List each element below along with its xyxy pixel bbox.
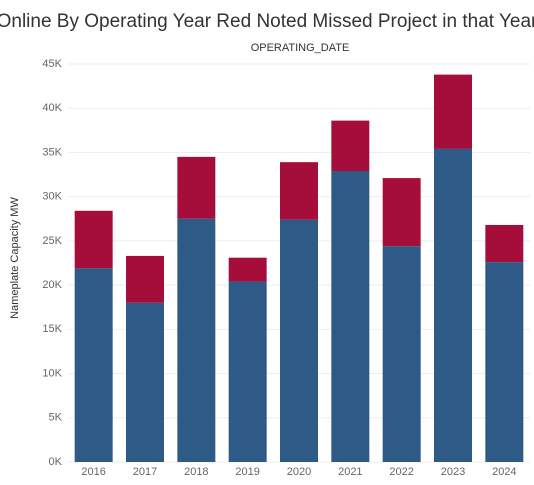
y-tick-label: 15K bbox=[42, 323, 62, 335]
x-tick-label: 2018 bbox=[184, 466, 208, 478]
y-axis-title: Nameplate Capacity MW bbox=[9, 197, 21, 319]
bar-segment bbox=[382, 178, 421, 247]
bar-segment bbox=[331, 120, 370, 172]
bar-segment bbox=[331, 171, 370, 463]
y-tick-label: 25K bbox=[42, 235, 62, 247]
bar-segment bbox=[228, 281, 267, 462]
bar-segment bbox=[434, 148, 472, 462]
x-tick-label: 2024 bbox=[492, 466, 516, 478]
chart-title: Online By Operating Year Red Noted Misse… bbox=[0, 11, 534, 32]
x-axis-title: OPERATING_DATE bbox=[251, 42, 350, 54]
bar-segment bbox=[485, 262, 524, 462]
x-tick-label: 2017 bbox=[133, 466, 157, 478]
bar-segment bbox=[74, 210, 113, 269]
y-tick-label: 10K bbox=[42, 367, 62, 379]
y-tick-label: 40K bbox=[42, 102, 62, 114]
bar-segment bbox=[485, 224, 524, 263]
y-tick-label: 35K bbox=[42, 146, 62, 158]
bar-segment bbox=[126, 302, 164, 462]
bar-segment bbox=[126, 255, 164, 303]
bar-segment bbox=[434, 74, 472, 149]
y-tick-label: 30K bbox=[42, 191, 62, 203]
y-tick-label: 20K bbox=[42, 279, 62, 291]
bar-segment bbox=[177, 218, 216, 462]
x-tick-label: 2019 bbox=[235, 466, 259, 478]
x-tick-label: 2020 bbox=[287, 466, 311, 478]
bar-segment bbox=[382, 246, 421, 462]
x-tick-label: 2021 bbox=[338, 466, 362, 478]
y-tick-label: 0K bbox=[49, 456, 63, 468]
x-tick-label: 2016 bbox=[81, 466, 105, 478]
x-tick-label: 2023 bbox=[441, 466, 465, 478]
bar-segment bbox=[280, 162, 318, 220]
bar-segment bbox=[177, 156, 216, 219]
x-tick-label: 2022 bbox=[389, 466, 413, 478]
y-tick-label: 45K bbox=[42, 58, 62, 70]
bar-segment bbox=[280, 219, 318, 462]
y-tick-label: 5K bbox=[49, 412, 63, 424]
bar-segment bbox=[228, 257, 267, 282]
bar-segment bbox=[74, 268, 113, 462]
